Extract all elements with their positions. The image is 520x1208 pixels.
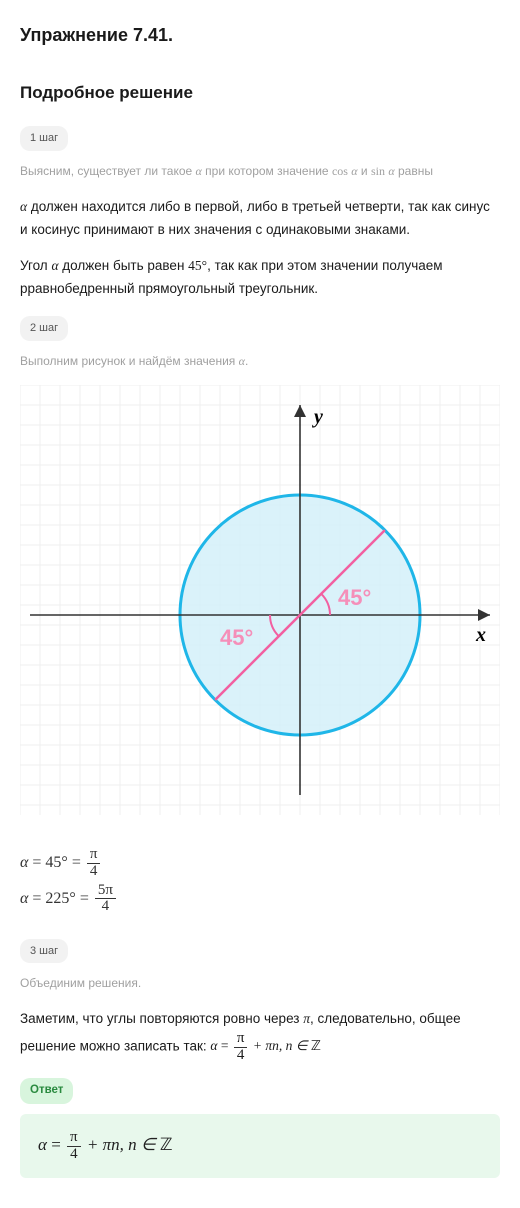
numerator: π [67, 1130, 81, 1147]
hint-text: и [358, 164, 371, 178]
degree-value: 45° [188, 258, 207, 273]
answer-badge: Ответ [20, 1078, 73, 1104]
step-badge-2: 2 шаг [20, 316, 68, 341]
formula-inline: α = π4 + πn, n ∈ ℤ [210, 1038, 321, 1053]
equals-text: = [218, 1038, 232, 1053]
sin-text: sin [371, 164, 385, 178]
numerator: π [234, 1031, 248, 1048]
svg-text:x: x [475, 624, 486, 646]
alpha-symbol: α [38, 1135, 47, 1154]
solution-equations: α = 45° = π4 α = 225° = 5π4 [20, 845, 500, 915]
set-Z: ℤ [160, 1135, 173, 1154]
step-3-text: Заметим, что углы повторяются ровно чере… [20, 1008, 500, 1063]
equation-row: α = 225° = 5π4 [20, 881, 500, 916]
equals-text: = [47, 1135, 65, 1154]
hint-text: Выясним, существует ли такое [20, 164, 196, 178]
formula-tail: + πn, n ∈ [83, 1135, 160, 1154]
hint-text: при котором значение [202, 164, 332, 178]
cos-text: cos [332, 164, 348, 178]
alpha-symbol: α [210, 1038, 217, 1053]
step-badge-3: 3 шаг [20, 939, 68, 964]
body-text: должен находится либо в первой, либо в т… [20, 199, 490, 237]
exercise-title: Упражнение 7.41. [20, 20, 500, 51]
equals-text: = 45° = [28, 854, 84, 871]
body-text: Угол [20, 258, 51, 273]
solution-heading: Подробное решение [20, 79, 500, 108]
set-Z: ℤ [311, 1038, 321, 1053]
step-1-hint: Выясним, существует ли такое α при котор… [20, 161, 500, 181]
denominator: 4 [95, 899, 116, 915]
step-1-text-2: Угол α должен быть равен 45°, так как пр… [20, 255, 500, 301]
unit-circle-diagram: y x 45° 45° [20, 385, 500, 815]
svg-text:45°: 45° [338, 585, 371, 610]
equation-row: α = 45° = π4 [20, 845, 500, 880]
fraction: π4 [67, 1130, 81, 1163]
hint-text: Выполним рисунок и найдём значения [20, 354, 239, 368]
fraction: 5π4 [95, 883, 116, 916]
denominator: 4 [87, 864, 101, 880]
hint-text: . [245, 354, 248, 368]
numerator: π [87, 847, 101, 864]
pi-symbol: π [303, 1011, 310, 1026]
numerator: 5π [95, 883, 116, 900]
formula-tail: + πn, n ∈ [249, 1038, 310, 1053]
denominator: 4 [234, 1048, 248, 1064]
answer-box: α = π4 + πn, n ∈ ℤ [20, 1114, 500, 1179]
step-badge-1: 1 шаг [20, 126, 68, 151]
equals-text: = 225° = [28, 890, 92, 907]
alpha-symbol: α [51, 258, 58, 273]
fraction: π4 [87, 847, 101, 880]
step-3-hint: Объединим решения. [20, 973, 500, 993]
step-2-hint: Выполним рисунок и найдём значения α. [20, 351, 500, 371]
svg-text:45°: 45° [220, 625, 253, 650]
fraction: π4 [234, 1031, 248, 1064]
svg-text:y: y [312, 406, 323, 428]
hint-text: равны [395, 164, 433, 178]
body-text: Заметим, что углы повторяются ровно чере… [20, 1011, 303, 1026]
body-text: должен быть равен [59, 258, 189, 273]
step-1-text-1: α должен находится либо в первой, либо в… [20, 196, 500, 242]
denominator: 4 [67, 1147, 81, 1163]
